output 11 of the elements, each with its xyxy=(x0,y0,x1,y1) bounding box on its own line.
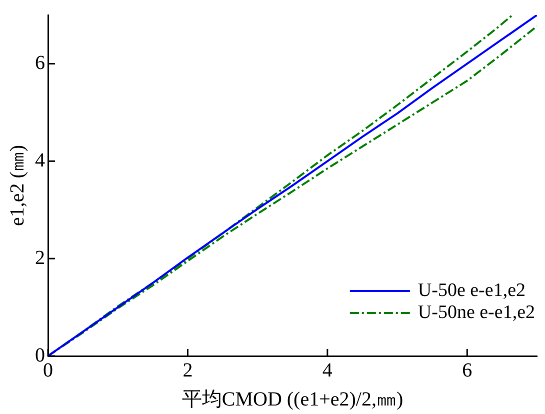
y-tick-label: 2 xyxy=(35,246,45,269)
x-tick-label: 4 xyxy=(322,359,332,382)
y-tick-label: 6 xyxy=(35,52,45,74)
x-tick-label: 2 xyxy=(182,359,193,382)
legend-label: U-50e e-e1,e2 xyxy=(418,280,526,301)
x-tick-label: 6 xyxy=(462,359,472,382)
legend-label: U-50ne e-e1,e2 xyxy=(418,302,535,323)
x-axis-title: 平均CMOD ((e1+e2)/2,㎜) xyxy=(182,388,404,410)
y-tick-label: 0 xyxy=(35,344,45,366)
y-tick-label: 4 xyxy=(35,149,45,172)
y-axis-title: e1,e2 (㎜) xyxy=(6,144,28,226)
